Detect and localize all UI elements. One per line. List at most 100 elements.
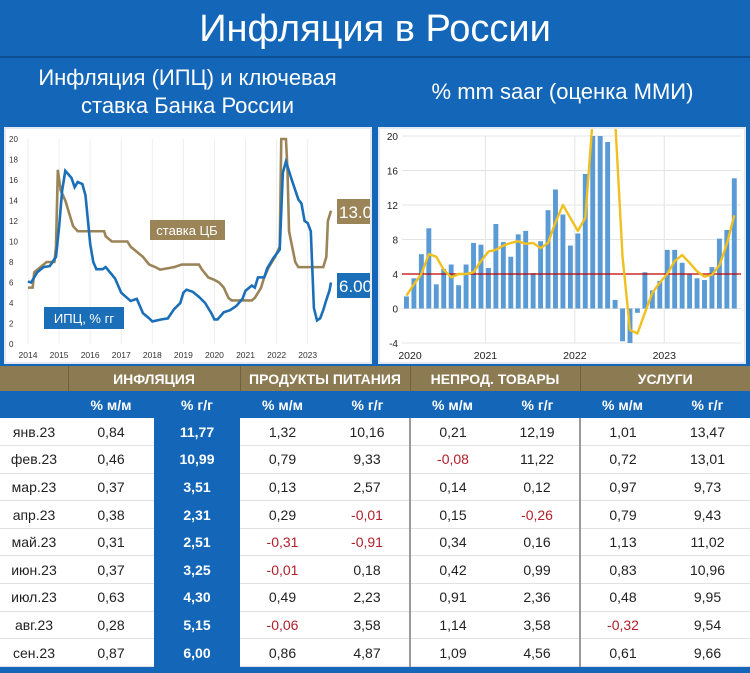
table-cell: 0,16 (495, 528, 580, 557)
table-cell: 11,22 (495, 445, 580, 474)
table-cell: 2,57 (325, 473, 410, 502)
table-cell: 2,31 (154, 500, 240, 529)
row-month: сен.23 (0, 638, 68, 667)
bar (471, 242, 476, 309)
table-cell: 0,31 (68, 528, 154, 557)
x-tick-label: 2020 (205, 350, 224, 360)
table-cell: 0,15 (409, 500, 495, 529)
cpi-end-label: 6.00 (339, 277, 370, 296)
y-tick-label: 20 (9, 135, 18, 144)
bar (575, 233, 581, 309)
key-rate-end-box (337, 199, 373, 224)
y-tick-label: 6 (9, 279, 14, 288)
table-cell: 0,99 (495, 555, 580, 585)
bar (724, 230, 730, 309)
table-cell: 0,37 (68, 473, 154, 502)
row-month: мар.23 (0, 473, 68, 502)
inflation-table: ИНФЛЯЦИЯ ПРОДУКТЫ ПИТАНИЯ НЕПРОД. ТОВАРЫ… (0, 366, 750, 667)
bar (702, 280, 707, 309)
key-rate-label-box (150, 220, 225, 240)
y-tick-label: 16 (9, 176, 18, 185)
right-chart-title: % mm saar (оценка ММИ) (431, 79, 694, 104)
bar (508, 256, 514, 309)
bar (605, 142, 611, 309)
cpi-label: ИПЦ, % гг (54, 311, 114, 326)
table-cell: 0,34 (409, 528, 495, 557)
table-cell: 9,95 (665, 583, 750, 612)
x-tick-label: 2017 (112, 350, 131, 360)
bar (709, 267, 715, 309)
table-cell: 0,28 (68, 611, 154, 640)
row-month: фев.23 (0, 445, 68, 474)
table-cell: 9,66 (665, 638, 750, 667)
bar (523, 230, 529, 309)
key-rate-end-label: 13.0 (339, 203, 370, 222)
table-cell: 9,33 (325, 445, 410, 474)
table-cell: -0,06 (240, 611, 325, 640)
bar (433, 284, 439, 309)
table-cell: 0,83 (579, 555, 665, 585)
table-cell: 11,77 (154, 418, 240, 446)
group-header: ПРОДУКТЫ ПИТАНИЯ (239, 366, 410, 391)
table-cell: -0,08 (409, 445, 495, 474)
table-cell: -0,01 (240, 555, 325, 585)
table-cell: 0,14 (409, 473, 495, 502)
table-cell: 10,16 (325, 418, 410, 447)
table-cell: 13,47 (665, 418, 750, 447)
x-tick-label: 2022 (267, 350, 286, 360)
column-header: % г/г (154, 391, 240, 418)
key-rate-label: ставка ЦБ (156, 223, 217, 238)
y-tick-label: 4 (392, 270, 398, 281)
bar (456, 285, 462, 309)
bar (500, 242, 506, 309)
y-tick-label: 10 (9, 238, 18, 247)
table-cell: 0,48 (579, 583, 665, 612)
bar (567, 245, 573, 309)
bar (493, 223, 499, 309)
bar (418, 254, 424, 309)
table-corner (0, 391, 68, 418)
x-tick-label: 2020 (398, 350, 422, 362)
page-title: Инфляция в России (0, 0, 750, 58)
x-tick-label: 2019 (174, 350, 193, 360)
y-tick-label: 8 (9, 258, 14, 267)
bar (634, 308, 640, 313)
table-row: янв.23 0,84 11,77 1,32 10,16 0,21 12,19 1,01 13,… (0, 418, 750, 447)
table-cell: 5,15 (154, 611, 240, 639)
row-month: июн.23 (0, 555, 68, 585)
table-cell: -0,31 (240, 528, 325, 557)
table-cell: -0,32 (579, 611, 665, 640)
table-cell: 0,37 (68, 555, 154, 585)
mm-saar-chart-panel: -4 0 4 8 12 16 20 2020 2021 2022 2023 (378, 100, 746, 364)
table-cell: 11,02 (665, 528, 750, 557)
table-cell: 0,79 (579, 500, 665, 529)
y-tick-label: -4 (389, 339, 398, 350)
table-cell: 10,99 (154, 445, 240, 474)
column-header: % г/г (495, 391, 580, 418)
row-month: апр.23 (0, 500, 68, 529)
cpi-end-box (337, 273, 373, 298)
row-month: июл.23 (0, 583, 68, 612)
table-cell: 0,97 (579, 473, 665, 502)
table-cell: 0,84 (68, 418, 154, 447)
row-month: янв.23 (0, 418, 68, 447)
table-cell: 1,32 (240, 418, 325, 447)
cpi-keyrate-chart: 0 2 4 6 8 10 12 14 16 18 20 2014 2015 2016 2017 2018 201… (9, 135, 373, 360)
y-tick-label: 0 (9, 340, 14, 349)
y-tick-label: 2 (9, 320, 14, 329)
left-chart-title-line2: ставка Банка России (80, 93, 294, 118)
x-tick-label: 2021 (474, 350, 498, 362)
y-tick-label: 8 (392, 236, 398, 247)
table-cell: 12,19 (495, 418, 580, 447)
table-cell: 0,46 (68, 445, 154, 474)
bar (731, 178, 737, 309)
table-cell: 10,96 (665, 555, 750, 585)
table-cell: 0,38 (68, 500, 154, 529)
table-cell: 1,14 (409, 611, 495, 640)
table-group-header: ИНФЛЯЦИЯ ПРОДУКТЫ ПИТАНИЯ НЕПРОД. ТОВАРЫ… (0, 366, 750, 391)
bar (672, 249, 678, 309)
bar (687, 274, 693, 309)
y-tick-label: 12 (387, 201, 399, 212)
table-cell: 0,86 (240, 638, 325, 667)
bar (679, 262, 685, 309)
